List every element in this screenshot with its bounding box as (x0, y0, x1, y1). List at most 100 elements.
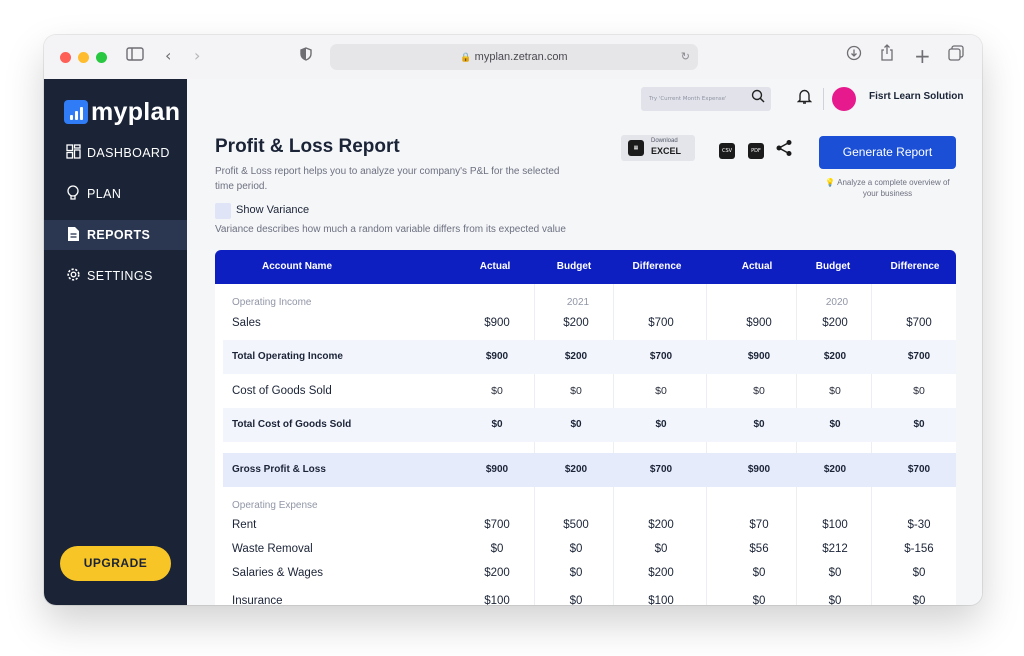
download-excel-label: EXCEL (651, 146, 682, 156)
actual-2020: $900 (747, 351, 771, 362)
csv-export-button[interactable]: CSV (719, 143, 735, 159)
download-excel-caption: Download (651, 138, 678, 144)
budget-2021: $200 (564, 351, 588, 362)
browser-window: ‹ › 🔒 myplan.zetran.com ↻ + myplan (44, 35, 982, 605)
sidebar-toggle-icon[interactable] (126, 44, 144, 68)
budget-2021: $0 (570, 419, 582, 430)
table-row-total[interactable]: Total Operating Income $900 $200 $700 $9… (223, 340, 956, 374)
column-divider (796, 284, 797, 605)
search-icon[interactable] (751, 89, 765, 109)
actual-2020: $0 (753, 419, 765, 430)
budget-2021: $0 (570, 385, 582, 397)
maximize-window-button[interactable] (96, 52, 107, 63)
column-divider (534, 284, 535, 605)
column-divider (613, 284, 614, 605)
variance-description: Variance describes how much a random var… (215, 224, 566, 235)
avatar[interactable] (832, 87, 856, 111)
table-row[interactable]: Insurance $100 $0 $100 $0 $0 $0 (223, 589, 956, 605)
table-row[interactable]: Rent $700 $500 $200 $70 $100 $-30 (223, 513, 956, 537)
new-tab-icon[interactable]: + (914, 44, 931, 68)
page-description: Profit & Loss report helps you to analyz… (215, 166, 560, 192)
excel-file-icon: ▦ (628, 140, 644, 156)
column-divider (706, 284, 707, 605)
difference-2020: $700 (907, 464, 931, 475)
budget-2020: $0 (829, 419, 841, 430)
shield-icon[interactable] (300, 44, 312, 68)
account-name: Salaries & Wages (232, 567, 323, 579)
budget-2021: $0 (569, 567, 583, 579)
share-icon[interactable] (880, 44, 894, 68)
account-name: Waste Removal (232, 543, 313, 555)
budget-2020: $100 (822, 519, 848, 531)
account-name: Cost of Goods Sold (232, 385, 332, 397)
organization-name[interactable]: Fisrt Learn Solution (869, 91, 964, 102)
difference-2021: $700 (648, 317, 674, 329)
sidebar-item-label: PLAN (87, 187, 122, 201)
actual-2021: $700 (484, 519, 510, 531)
header-divider (823, 88, 824, 110)
table-row[interactable]: Salaries & Wages $200 $0 $200 $0 $0 $0 (223, 561, 956, 585)
share-report-icon[interactable] (775, 139, 793, 161)
difference-2021: $700 (649, 464, 673, 475)
table-row[interactable]: Sales $900 $200 $700 $900 $200 $700 (223, 306, 956, 340)
column-header-budget-2021[interactable]: Budget (556, 261, 592, 272)
column-header-difference-2021[interactable]: Difference (632, 261, 682, 272)
sidebar-item-plan[interactable]: PLAN (44, 179, 187, 209)
table-row-total[interactable]: Total Cost of Goods Sold $0 $0 $0 $0 $0 … (223, 408, 956, 442)
table-row[interactable]: Cost of Goods Sold $0 $0 $0 $0 $0 $0 (223, 374, 956, 408)
app-logo[interactable]: myplan (64, 97, 180, 127)
column-header-actual-2021[interactable]: Actual (479, 261, 511, 272)
difference-2020: $-156 (904, 543, 934, 555)
difference-2020: $700 (906, 317, 932, 329)
sidebar-item-settings[interactable]: SETTINGS (44, 261, 187, 291)
column-header-budget-2020[interactable]: Budget (815, 261, 851, 272)
pdf-export-button[interactable]: PDF (748, 143, 764, 159)
account-name: Sales (232, 317, 261, 329)
address-bar[interactable]: 🔒 myplan.zetran.com ↻ (330, 44, 698, 70)
analyze-note-text: Analyze a complete overview of your busi… (837, 178, 950, 198)
column-header-difference-2020[interactable]: Difference (890, 261, 940, 272)
sidebar-item-dashboard[interactable]: DASHBOARD (44, 138, 187, 168)
budget-2020: $0 (828, 567, 842, 579)
reload-icon[interactable]: ↻ (680, 51, 690, 63)
generate-report-button[interactable]: Generate Report (819, 136, 956, 169)
column-header-actual-2020[interactable]: Actual (741, 261, 773, 272)
document-icon (64, 226, 82, 245)
upgrade-button[interactable]: UPGRADE (60, 546, 171, 581)
difference-2021: $100 (648, 595, 674, 605)
sidebar-item-reports[interactable]: REPORTS (44, 220, 187, 250)
back-icon[interactable]: ‹ (165, 46, 172, 65)
download-excel-button[interactable]: ▦ Download EXCEL (621, 135, 695, 161)
show-variance-checkbox[interactable] (215, 203, 231, 219)
budget-2021: $500 (563, 519, 589, 531)
search-input[interactable]: Try 'Current Month Expense' (641, 87, 771, 111)
difference-2020: $0 (912, 595, 926, 605)
difference-2021: $200 (648, 519, 674, 531)
page-title: Profit & Loss Report (215, 136, 400, 157)
difference-2020: $0 (913, 419, 925, 430)
chart-logo-icon (64, 100, 88, 124)
sidebar-item-label: SETTINGS (87, 269, 153, 283)
show-variance-label[interactable]: Show Variance (236, 204, 310, 216)
download-icon[interactable] (846, 44, 862, 68)
table-row-gross[interactable]: Gross Profit & Loss $900 $200 $700 $900 … (223, 453, 956, 487)
budget-2021: $200 (564, 464, 588, 475)
actual-2021: $900 (485, 464, 509, 475)
forward-icon[interactable]: › (194, 46, 201, 65)
column-header-account[interactable]: Account Name (261, 261, 332, 272)
budget-2020: $212 (822, 543, 848, 555)
actual-2020: $0 (753, 385, 765, 397)
minimize-window-button[interactable] (78, 52, 89, 63)
actual-2021: $100 (484, 595, 510, 605)
budget-2021: $200 (563, 317, 589, 329)
logo-text: myplan (91, 97, 181, 126)
bell-icon[interactable] (796, 88, 813, 109)
difference-2021: $0 (655, 419, 667, 430)
tabs-overview-icon[interactable] (948, 44, 964, 68)
sidebar-item-label: REPORTS (87, 228, 151, 242)
table-row[interactable]: Waste Removal $0 $0 $0 $56 $212 $-156 (223, 537, 956, 561)
close-window-button[interactable] (60, 52, 71, 63)
actual-2021: $900 (484, 317, 510, 329)
actual-2020: $56 (749, 543, 769, 555)
difference-2021: $0 (654, 543, 668, 555)
